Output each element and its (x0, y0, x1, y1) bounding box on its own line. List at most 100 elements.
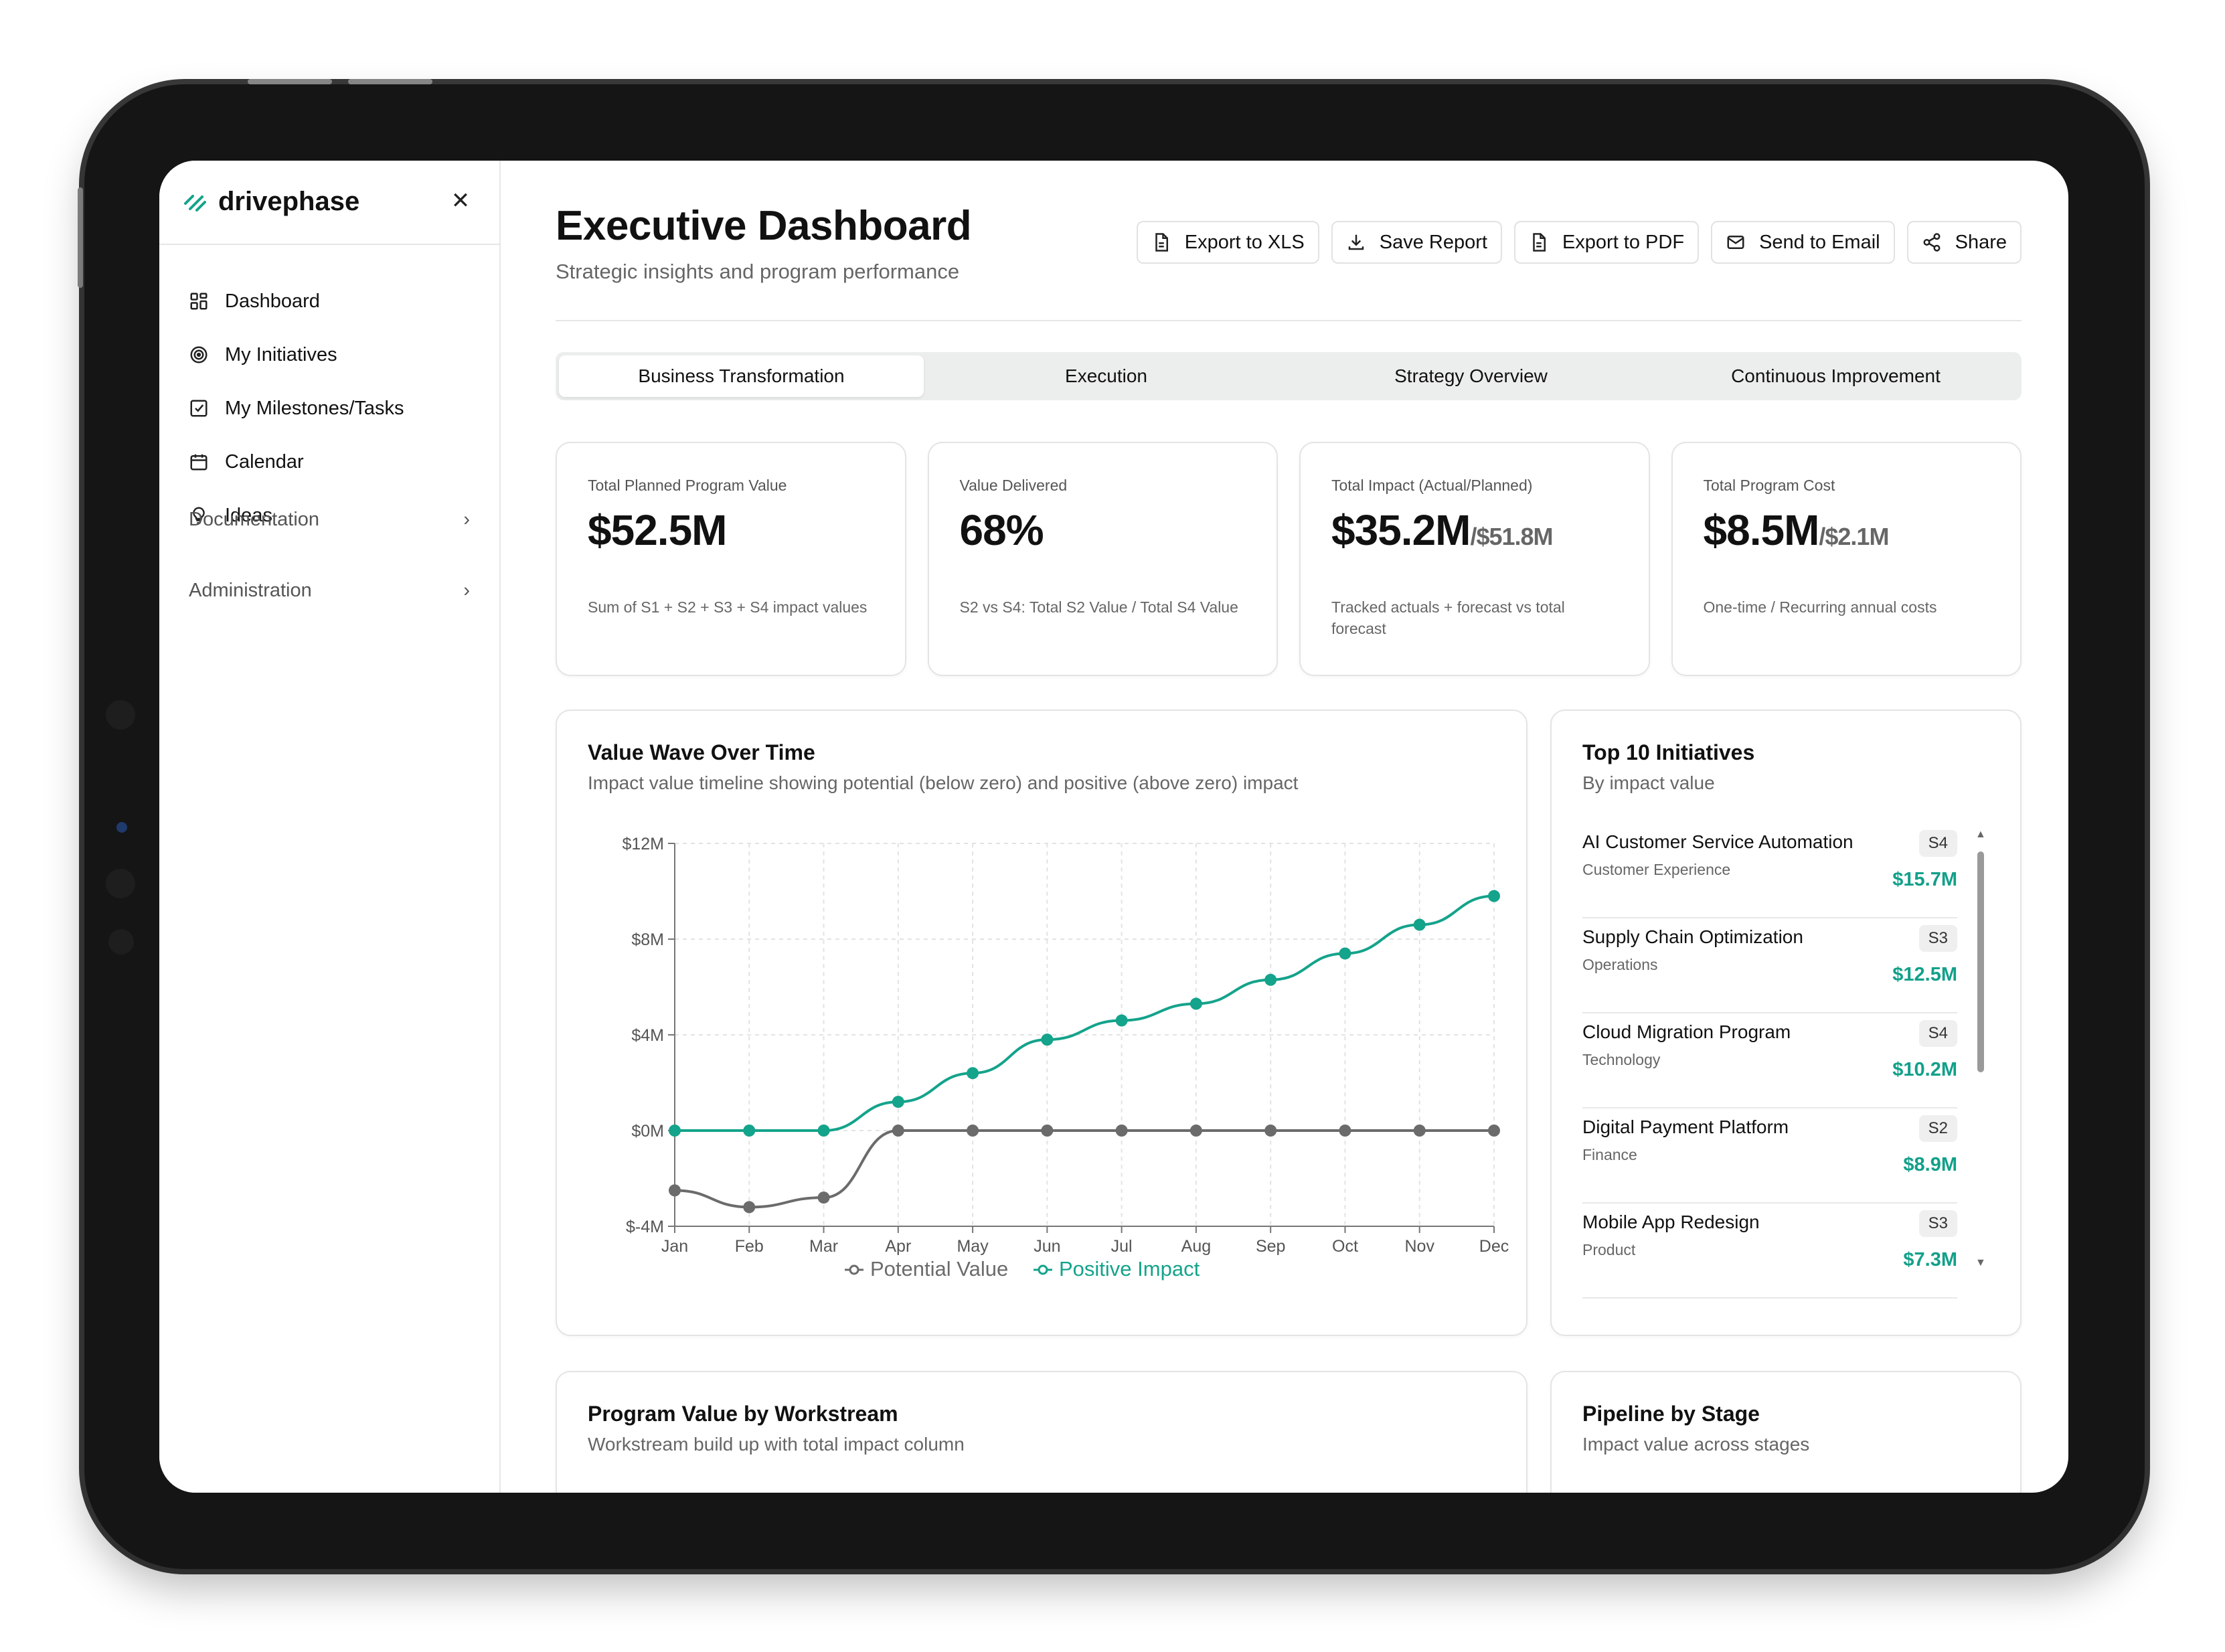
initiative-value: $7.3M (1903, 1249, 1957, 1270)
x-tick-label: Jul (1111, 1237, 1133, 1256)
card-title: Top 10 Initiatives (1582, 740, 1755, 764)
data-point (1189, 1125, 1202, 1137)
kpi-value: 68% (960, 505, 1246, 555)
list-item[interactable]: AI Customer Service Automation Customer … (1582, 823, 1957, 918)
x-tick-label: Dec (1479, 1237, 1509, 1256)
stage-badge: S3 (1918, 925, 1957, 952)
camera-dot (106, 700, 135, 730)
series-line-1 (675, 894, 1495, 1132)
kpi-label: Total Program Cost (1703, 477, 1835, 494)
export-xls-button[interactable]: Export to XLS (1136, 221, 1319, 264)
sidebar-item-milestones[interactable]: My Milestones/Tasks (189, 382, 404, 435)
kpi-value: $52.5M (588, 505, 874, 555)
data-point (1488, 1125, 1500, 1137)
legend-label: Positive Impact (1059, 1257, 1200, 1281)
list-item[interactable]: Digital Payment Platform Finance S2 $8.9… (1582, 1108, 1957, 1204)
initiative-department: Product (1582, 1241, 1636, 1258)
section-label: Administration (189, 579, 312, 601)
kpi-card-planned-value: Total Planned Program Value $52.5M Sum o… (556, 442, 906, 676)
x-tick-label: Jan (661, 1237, 688, 1256)
list-item[interactable]: Mobile App Redesign Product S3 $7.3M (1582, 1204, 1957, 1299)
legend-marker (1038, 1264, 1048, 1275)
volume-button (348, 79, 432, 84)
tab-strategy-overview[interactable]: Strategy Overview (1394, 365, 1548, 386)
legend-marker (849, 1264, 859, 1275)
y-tick-label: $8M (631, 930, 664, 949)
kpi-description: Tracked actuals + forecast vs total fore… (1331, 598, 1565, 637)
program-value-card: Program Value by Workstream Workstream b… (556, 1371, 1528, 1493)
send-email-button[interactable]: Send to Email (1711, 221, 1895, 264)
chevron-right-icon: › (463, 579, 470, 601)
data-point (1264, 973, 1277, 986)
sidebar-item-my-initiatives[interactable]: My Initiatives (189, 328, 404, 382)
card-subtitle: By impact value (1582, 772, 1715, 793)
sidebar-section-documentation[interactable]: Documentation › (189, 499, 470, 540)
app-screen: drivephase ✕ Dashboard My Initiatives My… (159, 161, 2068, 1493)
data-point (743, 1201, 756, 1214)
close-icon[interactable]: ✕ (450, 188, 471, 214)
data-point (1413, 1125, 1426, 1137)
share-button[interactable]: Share (1906, 221, 2022, 264)
list-item[interactable]: Supply Chain Optimization Operations S3 … (1582, 918, 1957, 1013)
x-tick-label: Apr (885, 1237, 911, 1256)
kpi-row: Total Planned Program Value $52.5M Sum o… (556, 442, 2022, 676)
save-report-button[interactable]: Save Report (1331, 221, 1502, 264)
kpi-card-value-delivered: Value Delivered 68% S2 vs S4: Total S2 V… (927, 442, 1278, 676)
x-tick-label: Sep (1256, 1237, 1285, 1256)
tab-execution[interactable]: Execution (1065, 365, 1147, 386)
sidebar-section-administration[interactable]: Administration › (189, 570, 470, 610)
button-label: Send to Email (1759, 231, 1880, 253)
data-point (817, 1191, 830, 1204)
card-subtitle: Workstream build up with total impact co… (588, 1434, 965, 1455)
sidebar-item-dashboard[interactable]: Dashboard (189, 274, 404, 328)
divider (159, 244, 501, 245)
kpi-label: Total Planned Program Value (588, 477, 787, 494)
chevron-right-icon: › (463, 508, 470, 530)
brand-name: drivephase (218, 186, 360, 216)
stage-badge: S4 (1918, 830, 1957, 857)
kpi-label: Total Impact (Actual/Planned) (1331, 477, 1533, 494)
data-point (669, 1125, 681, 1137)
list-item[interactable]: Cloud Migration Program Technology S4 $1… (1582, 1013, 1957, 1108)
lightbulb-icon (193, 507, 205, 524)
sidebar-nav: Dashboard My Initiatives My Milestones/T… (189, 274, 404, 542)
export-pdf-button[interactable]: Export to PDF (1513, 221, 1700, 264)
initiative-name: Supply Chain Optimization (1582, 926, 1803, 947)
initiative-value: $15.7M (1892, 869, 1957, 890)
kpi-value: $8.5M/$2.1M (1704, 505, 1990, 555)
sidebar-item-calendar[interactable]: Calendar (189, 435, 404, 489)
grid-icon (190, 293, 208, 310)
kpi-main-value: $35.2M (1331, 506, 1471, 554)
x-tick-label: Nov (1404, 1237, 1434, 1256)
data-point (967, 1125, 979, 1137)
scrollbar-thumb[interactable] (1977, 851, 1984, 1072)
tab-continuous-improvement[interactable]: Continuous Improvement (1731, 365, 1941, 386)
stage-badge: S2 (1918, 1115, 1957, 1142)
sidebar-item-ideas[interactable]: Ideas (189, 489, 404, 542)
kpi-value: $35.2M/$51.8M (1331, 505, 1618, 555)
button-label: Export to PDF (1562, 231, 1685, 253)
y-tick-label: $-4M (626, 1218, 664, 1236)
brand[interactable]: drivephase (183, 185, 359, 218)
data-point (1041, 1125, 1054, 1137)
card-subtitle: Impact value timeline showing potential … (588, 772, 1299, 793)
scrollbar[interactable]: ▲ ▼ (1975, 829, 1986, 1268)
kpi-main-value: $8.5M (1703, 506, 1820, 554)
scroll-up-icon[interactable]: ▲ (1975, 829, 1986, 840)
initiative-name: Mobile App Redesign (1582, 1212, 1760, 1232)
scroll-down-icon[interactable]: ▼ (1975, 1257, 1986, 1268)
x-tick-label: Mar (809, 1237, 838, 1256)
stage-badge: S3 (1918, 1210, 1957, 1237)
tab-business-transformation[interactable]: Business Transformation (559, 355, 924, 397)
data-point (1488, 890, 1500, 902)
sidebar-item-label: Dashboard (225, 290, 320, 312)
initiative-value: $10.2M (1892, 1059, 1957, 1080)
kpi-sub-value: /$2.1M (1819, 523, 1889, 550)
x-tick-label: Oct (1332, 1237, 1358, 1256)
data-point (892, 1125, 904, 1137)
sidebar-item-label: Calendar (225, 450, 304, 473)
data-point (1339, 1125, 1351, 1137)
data-point (1413, 918, 1426, 931)
y-tick-label: $0M (631, 1122, 664, 1141)
